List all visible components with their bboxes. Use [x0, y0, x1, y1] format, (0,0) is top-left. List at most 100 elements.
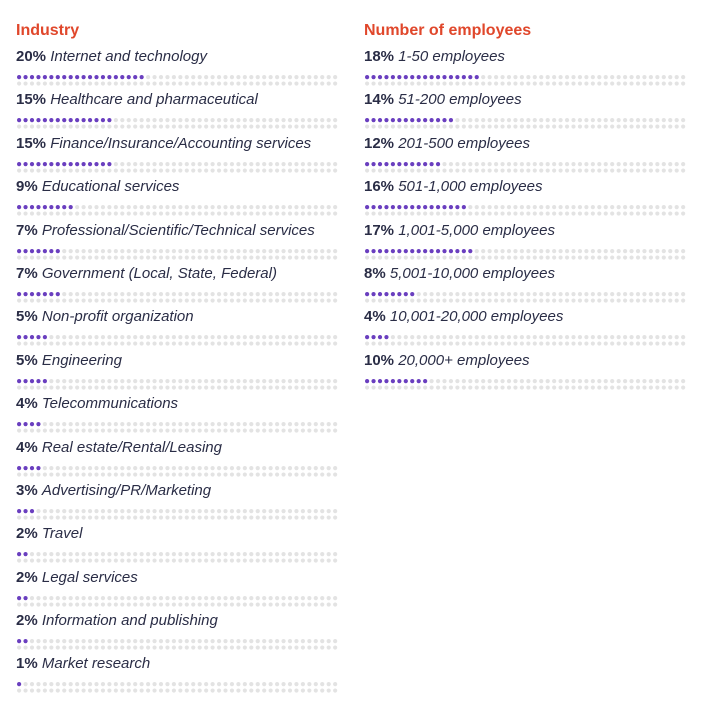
- empty-dot: [133, 335, 138, 340]
- empty-dot: [300, 298, 305, 303]
- empty-dot: [571, 161, 576, 166]
- empty-dot: [262, 465, 267, 470]
- empty-dot: [681, 118, 686, 123]
- empty-dot: [191, 558, 196, 563]
- empty-dot: [558, 168, 563, 173]
- empty-dot: [564, 75, 570, 80]
- empty-dot: [597, 255, 602, 260]
- empty-dot: [120, 385, 125, 390]
- empty-dot: [62, 508, 67, 514]
- empty-dot: [468, 341, 473, 346]
- empty-dot: [152, 291, 157, 297]
- empty-dot: [320, 645, 325, 650]
- empty-dot: [610, 205, 615, 210]
- empty-dot: [191, 205, 196, 210]
- empty-dot: [532, 298, 537, 303]
- empty-dot: [113, 161, 118, 166]
- empty-dot: [242, 248, 247, 253]
- empty-dot: [429, 211, 434, 216]
- empty-dot: [216, 508, 222, 514]
- empty-dot: [229, 335, 235, 340]
- empty-dot: [216, 602, 222, 607]
- empty-dot: [268, 508, 273, 514]
- empty-dot: [55, 639, 60, 644]
- empty-dot: [55, 552, 60, 557]
- empty-dot: [423, 211, 428, 216]
- empty-dot: [120, 248, 125, 253]
- empty-dot: [113, 211, 118, 216]
- empty-dot: [55, 682, 60, 687]
- empty-dot: [313, 81, 318, 86]
- empty-dot: [81, 291, 86, 297]
- empty-dot: [197, 639, 202, 644]
- empty-dot: [397, 255, 402, 260]
- empty-dot: [642, 248, 647, 253]
- empty-dot: [242, 378, 247, 383]
- empty-dot: [126, 161, 131, 166]
- empty-dot: [223, 161, 228, 166]
- empty-dot: [68, 291, 73, 297]
- empty-dot: [262, 508, 267, 514]
- empty-dot: [191, 124, 196, 130]
- empty-dot: [36, 341, 41, 346]
- empty-dot: [268, 595, 273, 600]
- empty-dot: [655, 291, 660, 297]
- empty-dot: [146, 465, 151, 470]
- empty-dot: [178, 335, 183, 340]
- empty-dot: [62, 645, 67, 650]
- empty-dot: [191, 378, 196, 383]
- empty-dot: [397, 81, 402, 86]
- empty-dot: [100, 465, 106, 470]
- empty-dot: [610, 211, 615, 216]
- filled-dot: [377, 118, 383, 123]
- empty-dot: [133, 602, 138, 607]
- empty-dot: [545, 118, 550, 123]
- row-label: 2% Information and publishing: [16, 612, 315, 630]
- empty-dot: [94, 248, 99, 253]
- empty-dot: [539, 291, 544, 297]
- empty-dot: [390, 335, 395, 340]
- chart-row: 7% Professional/Scientific/Technical ser…: [16, 222, 338, 265]
- empty-dot: [526, 205, 531, 210]
- empty-dot: [281, 81, 286, 86]
- empty-dot: [461, 378, 466, 383]
- empty-dot: [648, 341, 653, 346]
- empty-dot: [165, 558, 170, 563]
- empty-dot: [126, 378, 131, 383]
- filled-dot: [36, 335, 41, 340]
- empty-dot: [623, 298, 628, 303]
- empty-dot: [610, 385, 615, 390]
- empty-dot: [126, 255, 131, 260]
- filled-dot: [397, 205, 402, 210]
- empty-dot: [49, 211, 54, 216]
- empty-dot: [526, 124, 531, 130]
- empty-dot: [564, 378, 570, 383]
- empty-dot: [178, 161, 183, 166]
- empty-dot: [23, 602, 28, 607]
- filled-dot: [429, 248, 434, 253]
- empty-dot: [300, 595, 305, 600]
- empty-dot: [236, 81, 241, 86]
- filled-dot: [390, 248, 395, 253]
- empty-dot: [242, 118, 247, 123]
- empty-dot: [268, 168, 273, 173]
- empty-dot: [300, 255, 305, 260]
- empty-dot: [416, 81, 421, 86]
- empty-dot: [365, 124, 370, 130]
- empty-dot: [506, 378, 512, 383]
- empty-dot: [107, 508, 112, 514]
- empty-dot: [262, 291, 267, 297]
- empty-dot: [146, 81, 151, 86]
- empty-dot: [204, 211, 209, 216]
- empty-dot: [513, 298, 518, 303]
- empty-dot: [120, 161, 125, 166]
- empty-dot: [152, 378, 157, 383]
- empty-dot: [210, 291, 215, 297]
- empty-dot: [468, 124, 473, 130]
- empty-dot: [410, 124, 415, 130]
- filled-dot: [62, 161, 67, 166]
- empty-dot: [113, 341, 118, 346]
- filled-dot: [461, 75, 466, 80]
- empty-dot: [139, 471, 144, 477]
- empty-dot: [629, 378, 634, 383]
